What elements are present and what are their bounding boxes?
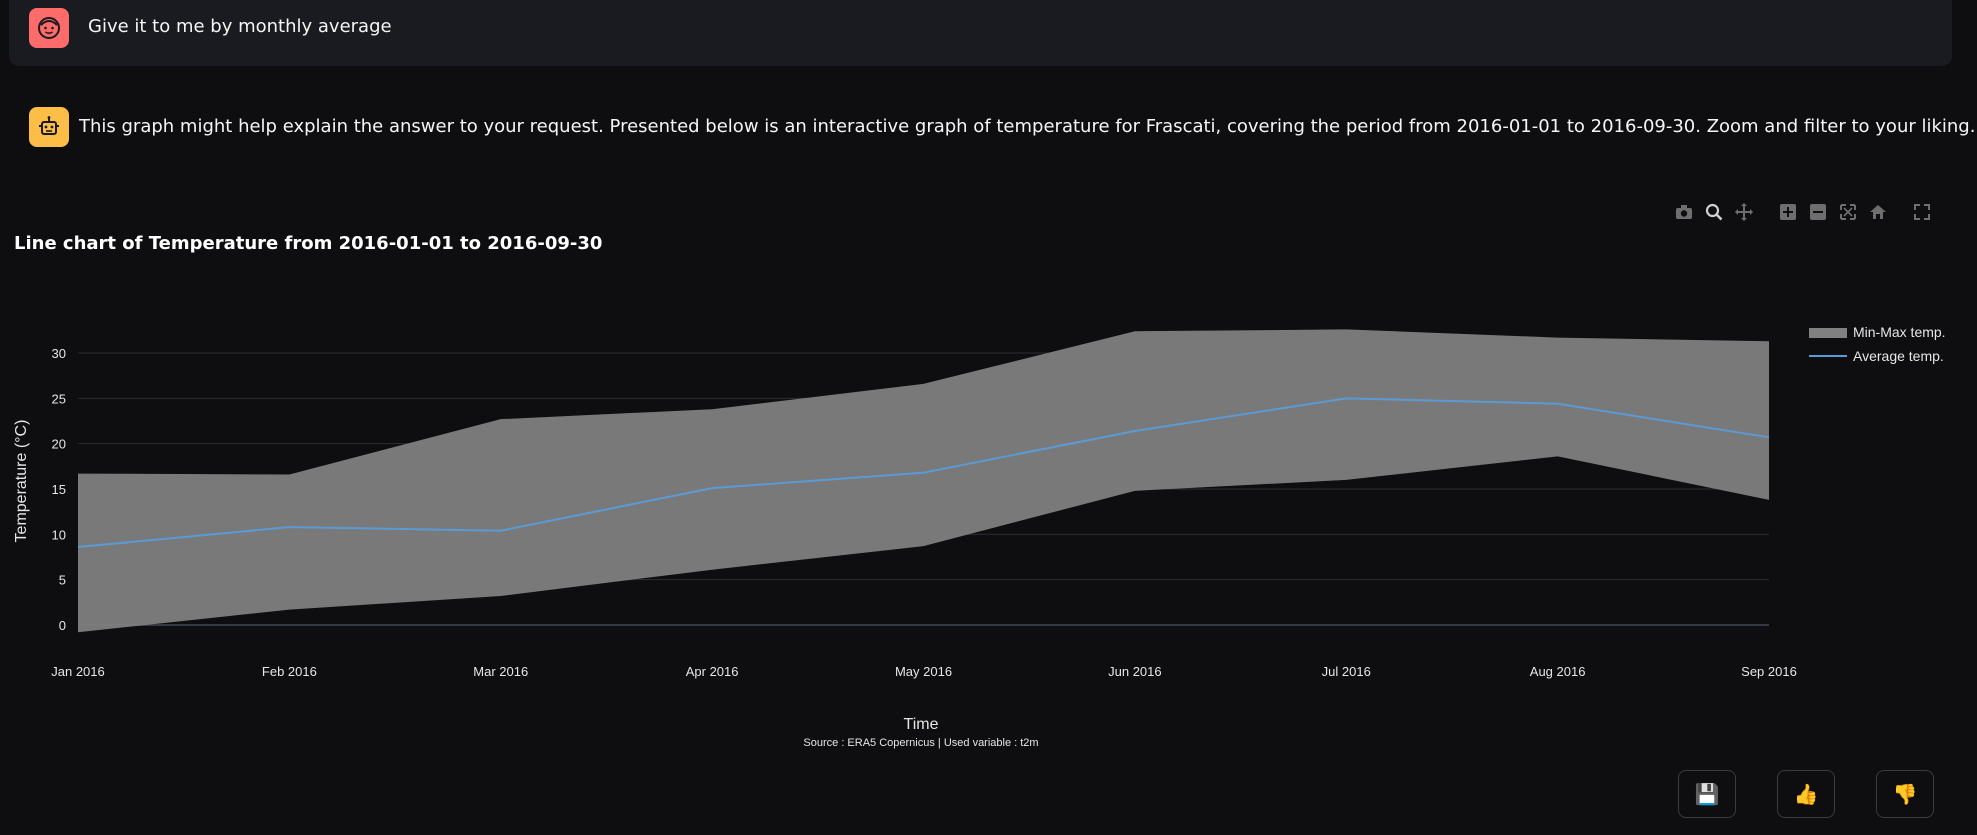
zoom-out-icon[interactable] xyxy=(1803,200,1833,224)
user-message-text: Give it to me by monthly average xyxy=(88,16,392,37)
thumbs-down-button[interactable]: 👎 xyxy=(1876,770,1934,818)
x-tick-3: Apr 2016 xyxy=(686,664,739,679)
x-tick-0: Jan 2016 xyxy=(51,664,105,679)
x-tick-6: Jul 2016 xyxy=(1322,664,1371,679)
chart-modebar xyxy=(1669,200,1937,224)
y-tick-20: 20 xyxy=(52,437,66,452)
legend-label-band[interactable]: Min-Max temp. xyxy=(1853,324,1946,340)
thumbs-up-icon: 👍 xyxy=(1793,782,1819,806)
chart-legend: Min-Max temp. Average temp. xyxy=(1809,324,1946,364)
x-tick-2: Mar 2016 xyxy=(473,664,528,679)
pan-icon[interactable] xyxy=(1729,200,1759,224)
average-line xyxy=(77,397,1770,549)
y-tick-0: 0 xyxy=(59,618,66,633)
autoscale-icon[interactable] xyxy=(1833,200,1863,224)
source-note: Source : ERA5 Copernicus | Used variable… xyxy=(803,737,1038,749)
reset-axes-icon[interactable] xyxy=(1863,200,1893,224)
y-axis-title: Temperature (°C) xyxy=(13,420,30,543)
y-tick-15: 15 xyxy=(52,482,66,497)
y-tick-10: 10 xyxy=(52,527,66,542)
zoom-in-icon[interactable] xyxy=(1773,200,1803,224)
legend-swatch-band[interactable] xyxy=(1809,328,1847,338)
thumbs-up-button[interactable]: 👍 xyxy=(1777,770,1835,818)
x-tick-5: Jun 2016 xyxy=(1108,664,1162,679)
bot-message-text: This graph might help explain the answer… xyxy=(79,116,1976,137)
x-tick-4: May 2016 xyxy=(895,664,952,679)
camera-icon[interactable] xyxy=(1669,200,1699,224)
zoom-icon[interactable] xyxy=(1699,200,1729,224)
min-max-band-area[interactable] xyxy=(78,329,1769,633)
x-tick-1: Feb 2016 xyxy=(262,664,317,679)
user-avatar-icon xyxy=(29,8,69,48)
x-axis-title: Time xyxy=(904,716,939,733)
floppy-disk-icon: 💾 xyxy=(1694,782,1720,806)
bot-avatar-icon xyxy=(29,107,69,147)
save-button[interactable]: 💾 xyxy=(1678,770,1736,818)
x-tick-8: Sep 2016 xyxy=(1741,664,1797,679)
user-message: Give it to me by monthly average xyxy=(9,0,1952,66)
thumbs-down-icon: 👎 xyxy=(1892,782,1918,806)
x-tick-7: Aug 2016 xyxy=(1530,664,1586,679)
x-axis-ticks: Jan 2016 Feb 2016 Mar 2016 Apr 2016 May 2016… xyxy=(51,664,1797,679)
y-tick-30: 30 xyxy=(52,346,66,361)
min-max-band xyxy=(78,329,1769,633)
y-tick-5: 5 xyxy=(59,573,66,588)
chart-title: Line chart of Temperature from 2016-01-0… xyxy=(14,233,603,254)
y-axis-ticks: 0 5 10 15 20 25 30 xyxy=(52,346,66,633)
legend-label-line[interactable]: Average temp. xyxy=(1853,348,1944,364)
fullscreen-icon[interactable] xyxy=(1907,200,1937,224)
y-tick-25: 25 xyxy=(52,391,66,406)
